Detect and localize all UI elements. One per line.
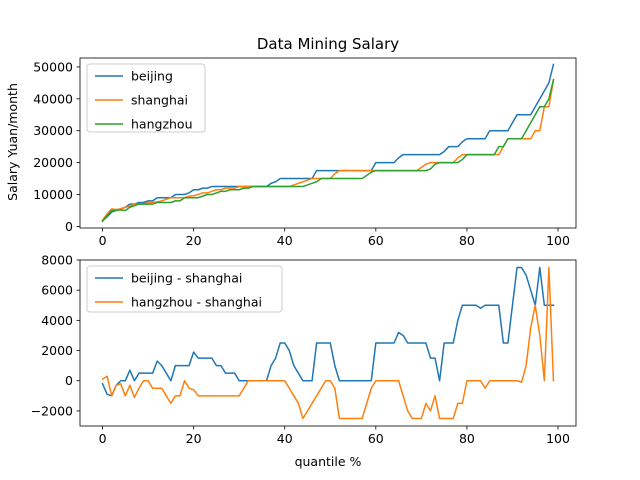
bottom-y-tick-label: 2000	[41, 343, 73, 358]
top-x-tick-label: 60	[368, 233, 384, 248]
top-legend-label: shanghai	[131, 93, 188, 108]
top-legend-box	[86, 63, 206, 133]
top-y-tick-label: 40000	[33, 91, 73, 106]
bottom-legend-label: hangzhou - shanghai	[131, 295, 262, 310]
bottom-x-tick-label: 100	[546, 431, 570, 446]
top-x-tick-label: 20	[186, 233, 202, 248]
top-legend: beijing shanghai hangzhou	[86, 63, 206, 133]
bottom-y-tick-label: 0	[65, 373, 73, 388]
bottom-series-line-beijing-shanghai	[101, 266, 555, 397]
top-y-tick-label: 10000	[33, 187, 73, 202]
bottom-x-axis-label: quantile %	[295, 454, 362, 469]
bottom-y-tick-label: 4000	[41, 313, 73, 328]
bottom-x-tick-label: 60	[368, 431, 384, 446]
top-y-axis-label: Salary Yuan/month	[5, 83, 20, 201]
chart-title: Data Mining Salary	[257, 35, 399, 53]
top-y-tick-label: 0	[65, 219, 73, 234]
bottom-y-tick-label: 8000	[41, 253, 73, 268]
bottom-y-tick-label: −2000	[31, 403, 73, 418]
top-x-tick-label: 0	[99, 233, 107, 248]
bottom-legend: beijing - shanghai hangzhou - shanghai	[86, 265, 283, 313]
bottom-x-tick-label: 80	[459, 431, 475, 446]
bottom-axes-frame	[79, 259, 577, 427]
top-legend-label: beijing	[131, 69, 173, 84]
bottom-y-tick-label: 6000	[41, 283, 73, 298]
top-legend-label: hangzhou	[131, 117, 193, 132]
top-plot-area: 0 20 40 60 80 100 0 10000 20000 30000 40000 50000 be…	[33, 57, 577, 248]
top-y-tick-label: 30000	[33, 123, 73, 138]
top-x-tick-label: 80	[459, 233, 475, 248]
top-x-tick-label: 100	[546, 233, 570, 248]
top-series-line-beijing	[101, 63, 555, 222]
bottom-legend-label: beijing - shanghai	[131, 271, 242, 286]
bottom-series-line-hangzhou-shanghai	[101, 266, 555, 420]
top-axes-frame	[79, 57, 577, 229]
bottom-plot-area: 0 20 40 60 80 100 −2000 0 2000 4000 6000 8000 beijin…	[31, 253, 577, 446]
top-y-tick-label: 20000	[33, 155, 73, 170]
bottom-x-tick-label: 40	[277, 431, 293, 446]
bottom-x-tick-label: 0	[99, 431, 107, 446]
top-series-line-hangzhou	[101, 78, 555, 223]
bottom-legend-box	[86, 265, 283, 313]
bottom-x-tick-label: 20	[186, 431, 202, 446]
top-y-tick-label: 50000	[33, 59, 73, 74]
top-x-tick-label: 40	[277, 233, 293, 248]
